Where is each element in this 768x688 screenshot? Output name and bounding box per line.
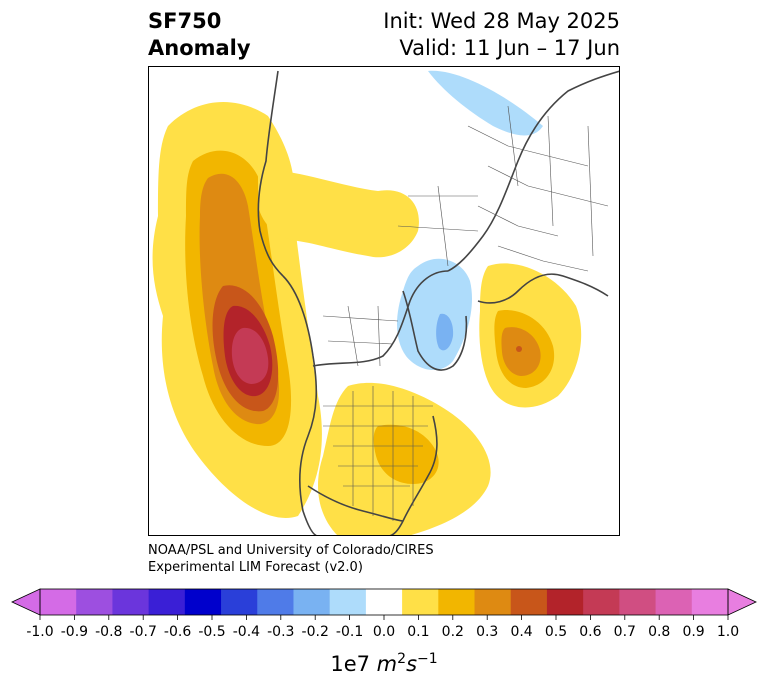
- colorbar-tick-label: 0.5: [545, 624, 567, 640]
- colorbar-segment: [257, 589, 294, 615]
- credit-line-2: Experimental LIM Forecast (v2.0): [148, 560, 363, 575]
- colorbar-tick-label: 0.0: [373, 624, 395, 640]
- canada-anomaly: [258, 170, 419, 258]
- colorbar-segment: [546, 589, 584, 615]
- colorbar-tick-label: 0.8: [648, 624, 670, 640]
- title-right: Init: Wed 28 May 2025 Valid: 11 Jun – 17…: [383, 8, 620, 62]
- variable-name: SF750: [148, 9, 222, 33]
- colorbar-tick-label: -0.1: [336, 624, 363, 640]
- scandinavia-core: [436, 313, 454, 351]
- colorbar-segment: [76, 589, 113, 615]
- colorbar-segment: [221, 589, 258, 615]
- colorbar-segment: [112, 589, 150, 615]
- colorbar-tick-label: 0.7: [614, 624, 636, 640]
- political-borders: [322, 105, 609, 521]
- colorbar-under-arrow: [11, 588, 41, 616]
- field-kind: Anomaly: [148, 36, 251, 60]
- colorbar-segment: [583, 589, 620, 615]
- colorbar-tick-label: -0.7: [130, 624, 157, 640]
- colorbar-segment: [40, 589, 77, 615]
- colorbar-segment: [184, 589, 222, 615]
- colorbar-segment: [402, 589, 439, 615]
- credit-text: NOAA/PSL and University of Colorado/CIRE…: [148, 542, 434, 576]
- init-date: Init: Wed 28 May 2025: [383, 9, 620, 33]
- colorbar-segment: [619, 589, 657, 615]
- colorbar-segment: [365, 589, 403, 615]
- colorbar-tick-label: 0.3: [476, 624, 498, 640]
- siberia-anomaly: [428, 70, 543, 136]
- colorbar-tick-label: -1.0: [26, 624, 53, 640]
- colorbar-tick-label: -0.4: [233, 624, 260, 640]
- colorbar-tick-label: -0.2: [302, 624, 329, 640]
- colorbar-ticks: -1.0 -0.9 -0.8 -0.7 -0.6 -0.5 -0.4 -0.3 -0.2 -0.1…: [26, 615, 739, 640]
- colorbar-segment: [438, 589, 476, 615]
- colorbar-segment: [691, 589, 729, 615]
- us-anomaly: [318, 382, 491, 536]
- colorbar-units: 1e7 m2s−1: [330, 651, 437, 676]
- colorbar-tick-label: -0.6: [164, 624, 191, 640]
- colorbar: -1.0 -0.9 -0.8 -0.7 -0.6 -0.5 -0.4 -0.3 -0.2 -0.1…: [11, 588, 757, 676]
- colorbar-tick-label: 0.1: [407, 624, 429, 640]
- coastlines: [257, 70, 620, 536]
- colorbar-tick-label: -0.3: [267, 624, 294, 640]
- colorbar-tick-label: 0.6: [579, 624, 601, 640]
- colorbar-tick-label: -0.5: [198, 624, 225, 640]
- valid-range: Valid: 11 Jun – 17 Jun: [399, 36, 620, 60]
- colorbar-segments: [40, 589, 729, 615]
- colorbar-segment: [510, 589, 548, 615]
- colorbar-segment: [474, 589, 512, 615]
- colorbar-tick-label: 1.0: [717, 624, 739, 640]
- colorbar-segment: [655, 589, 693, 615]
- colorbar-over-arrow: [727, 588, 757, 616]
- credit-line-1: NOAA/PSL and University of Colorado/CIRE…: [148, 543, 434, 558]
- colorbar-segment: [148, 589, 186, 615]
- colorbar-tick-label: 0.2: [442, 624, 464, 640]
- colorbar-segment: [293, 589, 331, 615]
- colorbar-tick-label: 0.9: [682, 624, 704, 640]
- colorbar-tick-label: -0.8: [95, 624, 122, 640]
- colorbar-tick-label: 0.4: [510, 624, 532, 640]
- colorbar-tick-label: -0.9: [61, 624, 88, 640]
- colorbar-segment: [329, 589, 367, 615]
- anomaly-map: [148, 66, 620, 536]
- title-left: SF750 Anomaly: [148, 8, 251, 62]
